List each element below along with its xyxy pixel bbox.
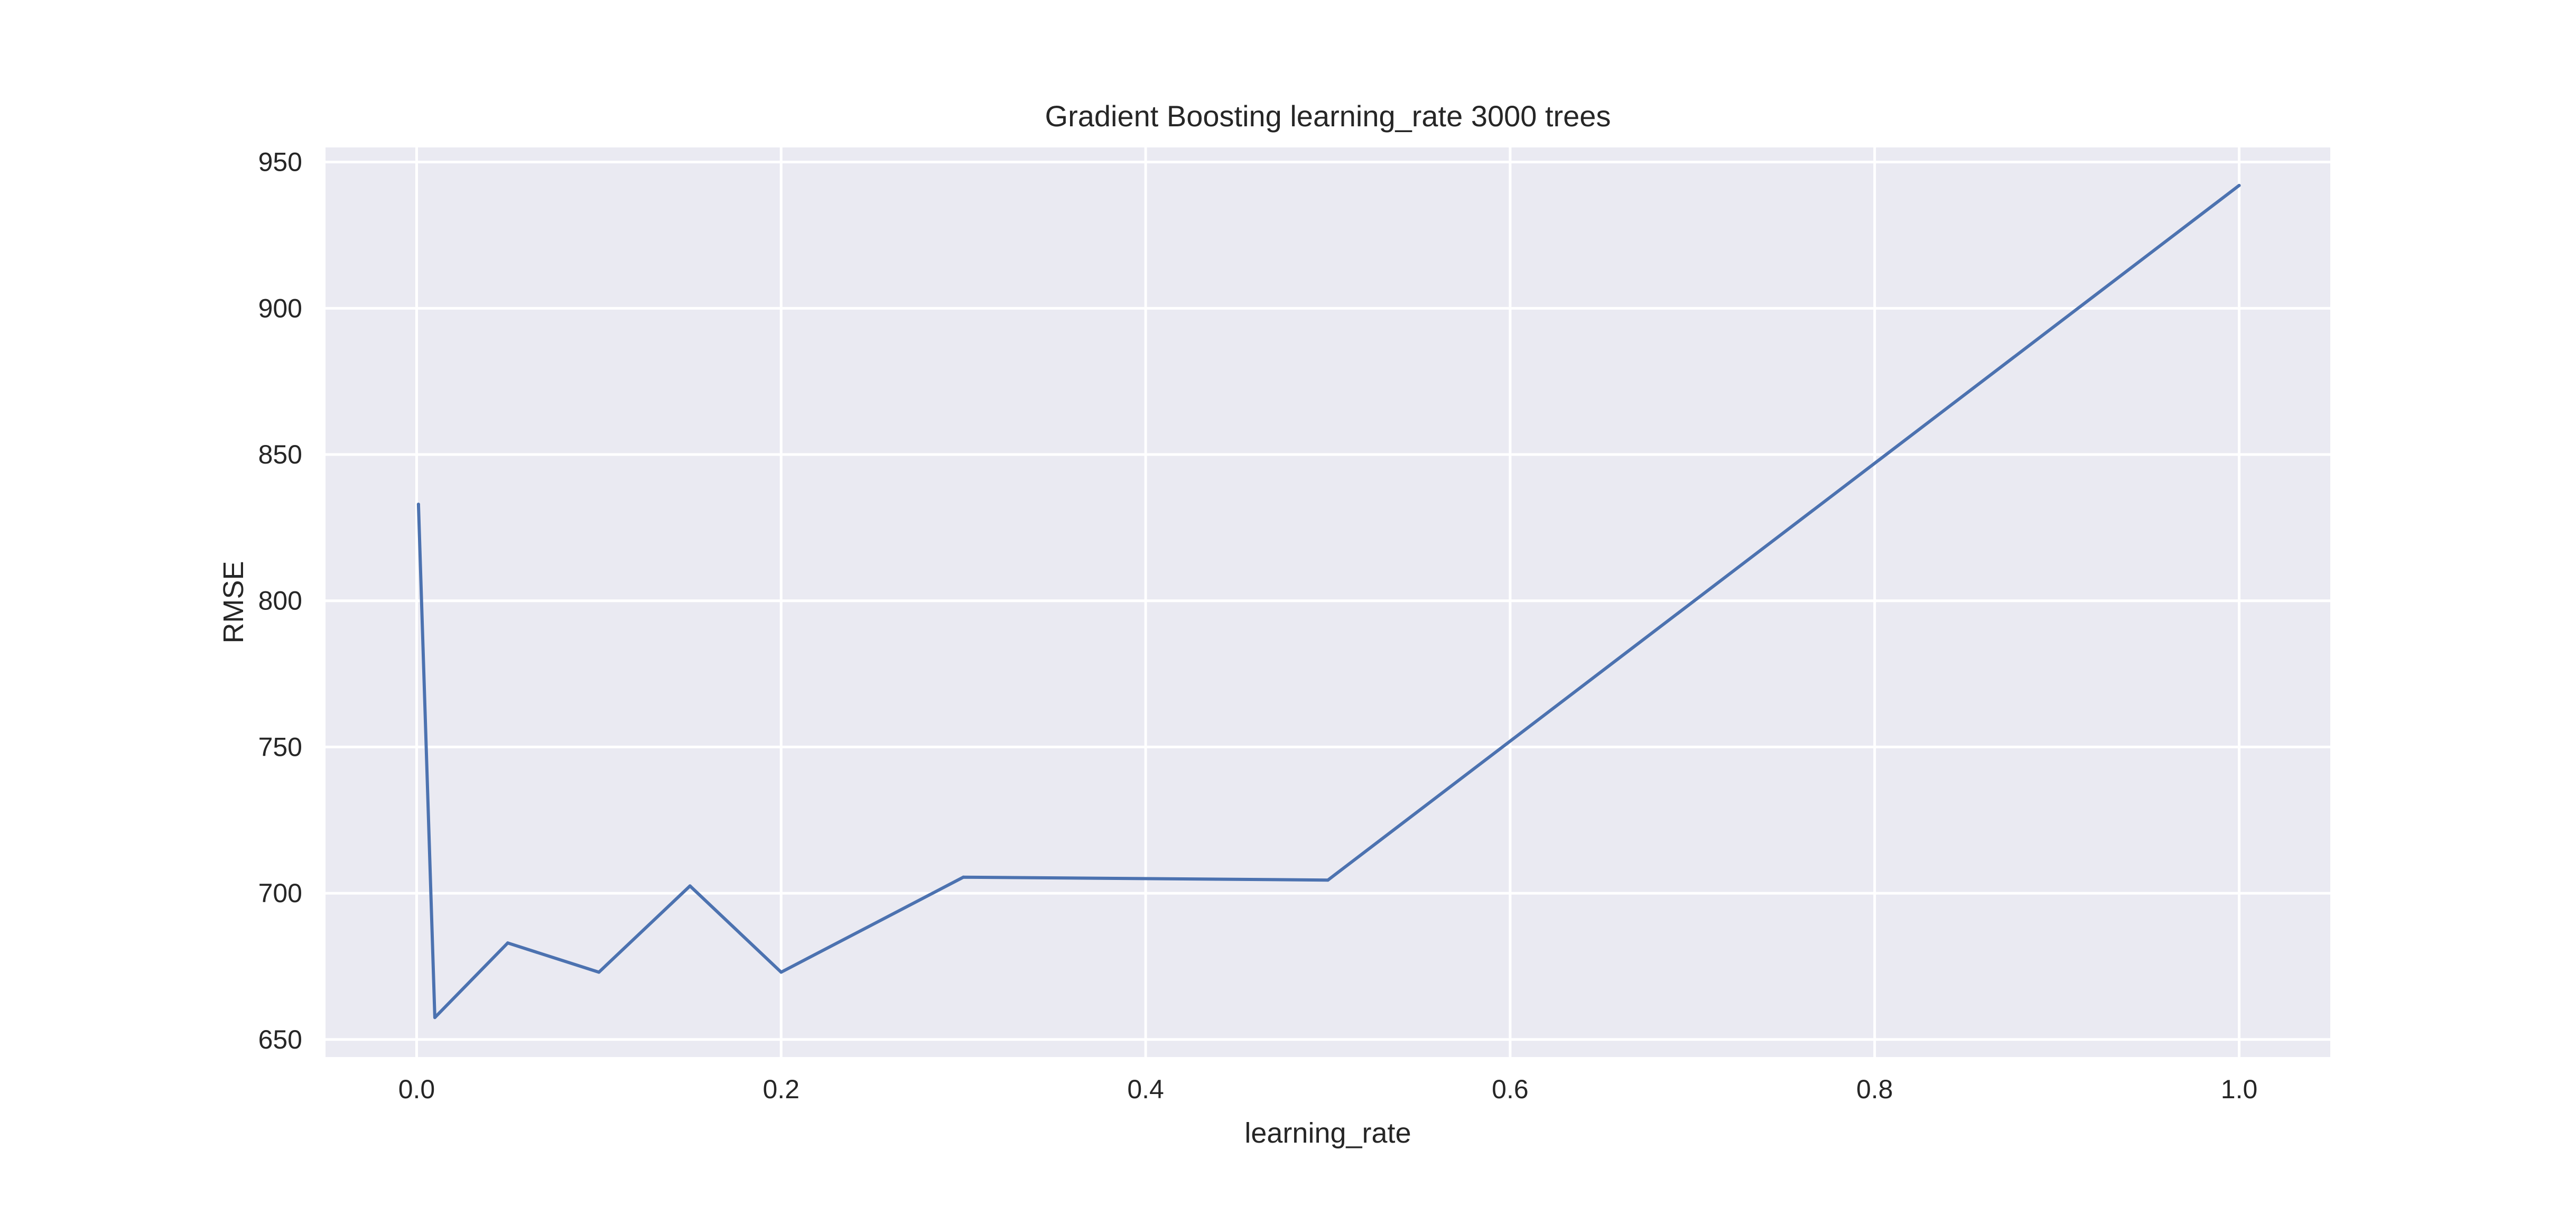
data-point xyxy=(688,884,692,888)
y-tick-label: 950 xyxy=(258,147,302,177)
chart-title: Gradient Boosting learning_rate 3000 tre… xyxy=(1045,99,1611,133)
y-tick-label: 900 xyxy=(258,293,302,323)
data-point xyxy=(1326,878,1329,882)
y-tick-label: 700 xyxy=(258,878,302,908)
data-point xyxy=(779,970,783,974)
y-tick-label: 650 xyxy=(258,1025,302,1054)
data-point xyxy=(433,1016,436,1019)
grid-lines xyxy=(326,147,2330,1057)
x-tick-label: 0.0 xyxy=(398,1074,435,1104)
x-axis-label: learning_rate xyxy=(1244,1117,1411,1149)
x-tick-label: 0.4 xyxy=(1127,1074,1164,1104)
data-point xyxy=(597,970,601,974)
y-tick-label: 850 xyxy=(258,440,302,469)
data-point xyxy=(416,503,420,506)
data-point xyxy=(2237,183,2241,187)
y-tick-label: 800 xyxy=(258,586,302,616)
x-tick-label: 0.2 xyxy=(763,1074,800,1104)
data-point xyxy=(506,941,509,945)
data-point xyxy=(962,875,965,879)
series-layer xyxy=(416,183,2241,1019)
tick-labels: 0.0 0.2 0.4 0.6 0.8 1.0 650 700 750 800 850 900 950 xyxy=(258,147,2258,1104)
y-tick-label: 750 xyxy=(258,732,302,762)
x-tick-label: 0.8 xyxy=(1856,1074,1893,1104)
plot-area xyxy=(326,147,2330,1057)
x-tick-label: 1.0 xyxy=(2221,1074,2258,1104)
y-axis-label: RMSE xyxy=(218,561,249,643)
x-tick-label: 0.6 xyxy=(1492,1074,1529,1104)
